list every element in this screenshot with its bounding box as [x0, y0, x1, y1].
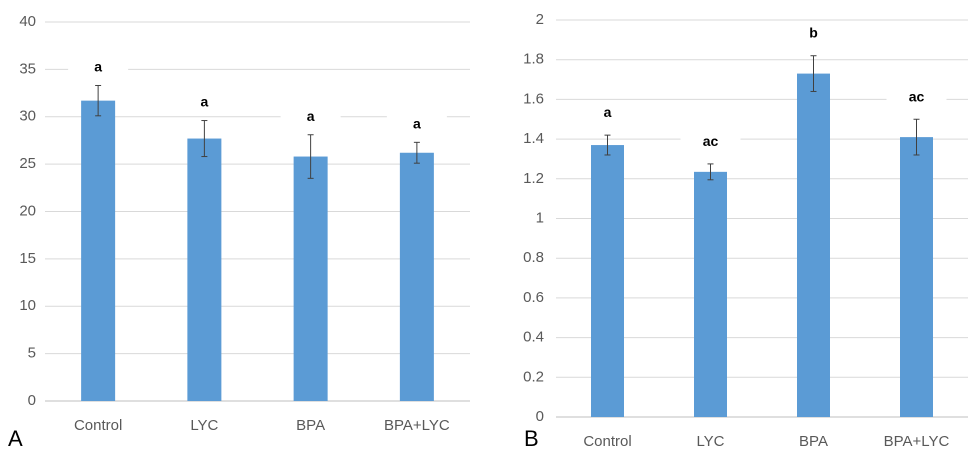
significance-label-bg: [886, 85, 947, 108]
y-tick-label: 0: [536, 408, 544, 425]
bar-bpa-lyc: [900, 137, 933, 418]
x-tick-label: Control: [583, 433, 631, 450]
significance-label-bg: [680, 129, 741, 152]
x-tick-label: BPA+LYC: [884, 433, 950, 450]
y-tick-label: 0.2: [523, 368, 544, 385]
y-tick-label: 0: [28, 392, 36, 409]
y-tick-label: 1.8: [523, 51, 544, 68]
y-tick-label: 0.8: [523, 249, 544, 266]
significance-label-bg: [280, 104, 341, 127]
bar-control: [81, 100, 116, 401]
y-tick-label: 35: [19, 60, 36, 77]
significance-label: ac: [909, 88, 925, 104]
chart-panel-a: 0 5 10 15 20 25 30 35 40 a Control a LYC a BPA a BPA+LYC…: [8, 13, 470, 451]
bar-bpa-lyc: [399, 152, 434, 401]
bar-lyc: [187, 138, 222, 402]
bar-chart-a: 0 5 10 15 20 25 30 35 40 a Control a LYC a BPA a BPA+LYC: [19, 13, 470, 434]
significance-label: a: [413, 115, 421, 131]
y-tick-label: 25: [19, 155, 36, 172]
panel-label-b: B: [524, 426, 539, 451]
significance-label: a: [94, 58, 102, 74]
panel-label-a: A: [8, 426, 23, 451]
significance-label-bg: [174, 90, 235, 113]
y-tick-label: 2: [536, 11, 544, 28]
significance-label: ac: [703, 133, 719, 149]
y-tick-label: 5: [28, 345, 36, 362]
bar-bpa: [797, 73, 830, 417]
x-tick-label: BPA: [296, 417, 325, 434]
y-tick-label: 0.4: [523, 329, 544, 346]
x-tick-label: BPA: [799, 433, 828, 450]
x-tick-label: Control: [74, 417, 122, 434]
significance-label: a: [604, 104, 612, 120]
y-tick-label: 1.2: [523, 170, 544, 187]
significance-label-bg: [783, 21, 844, 44]
x-tick-label: BPA+LYC: [384, 417, 450, 434]
y-tick-label: 10: [19, 297, 36, 314]
significance-label-bg: [68, 55, 129, 78]
significance-label: b: [809, 25, 818, 41]
x-tick-label: LYC: [190, 417, 218, 434]
bar-chart-b: 0 0.2 0.4 0.6 0.8 1 1.2 1.4 1.6 1.8 2 a Control ac LYC…: [523, 11, 968, 450]
y-tick-label: 0.6: [523, 289, 544, 306]
y-tick-label: 20: [19, 202, 36, 219]
bar-control: [591, 145, 624, 417]
y-tick-label: 1.4: [523, 130, 544, 147]
y-tick-label: 1.6: [523, 90, 544, 107]
significance-label-bg: [577, 101, 638, 124]
y-tick-label: 40: [19, 13, 36, 30]
y-tick-label: 1: [536, 209, 544, 226]
significance-label: a: [307, 108, 315, 124]
chart-panel-b: 0 0.2 0.4 0.6 0.8 1 1.2 1.4 1.6 1.8 2 a Control ac LYC…: [484, 0, 968, 452]
y-tick-label: 30: [19, 108, 36, 125]
significance-label: a: [200, 94, 208, 110]
bar-lyc: [694, 171, 727, 417]
bar-bpa: [293, 156, 328, 401]
x-tick-label: LYC: [696, 433, 724, 450]
significance-label-bg: [386, 112, 447, 135]
y-tick-label: 15: [19, 250, 36, 267]
